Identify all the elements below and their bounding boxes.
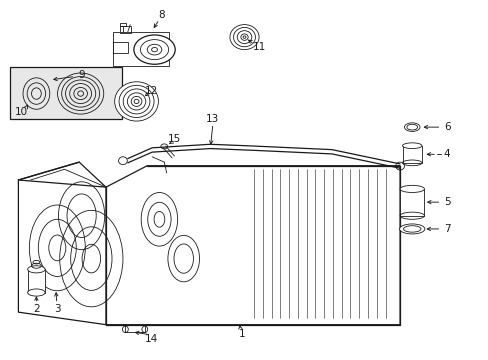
Text: 8: 8 [158, 10, 165, 19]
Text: 9: 9 [78, 70, 85, 80]
Text: 15: 15 [167, 134, 180, 144]
Text: 2: 2 [33, 303, 40, 314]
Ellipse shape [23, 78, 50, 109]
Ellipse shape [399, 224, 424, 234]
Ellipse shape [74, 87, 87, 100]
Text: 7: 7 [443, 224, 449, 234]
Text: 10: 10 [15, 107, 28, 117]
Text: 5: 5 [443, 197, 449, 207]
Ellipse shape [404, 123, 419, 131]
Bar [399, 189, 424, 216]
Polygon shape [19, 180, 106, 325]
Text: 13: 13 [206, 113, 219, 123]
Ellipse shape [61, 77, 100, 111]
Ellipse shape [31, 88, 41, 99]
Ellipse shape [402, 143, 421, 149]
Text: 4: 4 [443, 149, 449, 159]
Bar [113, 42, 127, 53]
Bar [120, 23, 125, 26]
Ellipse shape [27, 83, 45, 104]
Ellipse shape [70, 84, 91, 104]
Text: 12: 12 [144, 86, 158, 96]
Bar [10, 67, 122, 119]
Text: 14: 14 [144, 334, 158, 344]
Ellipse shape [399, 185, 424, 193]
Text: 11: 11 [252, 42, 265, 52]
Ellipse shape [115, 82, 158, 121]
Ellipse shape [134, 35, 175, 64]
Ellipse shape [28, 289, 45, 296]
Ellipse shape [58, 73, 103, 114]
Bar [113, 32, 169, 66]
Bar [402, 146, 421, 163]
Bar [120, 26, 130, 33]
Ellipse shape [28, 266, 45, 273]
Ellipse shape [65, 80, 96, 107]
Ellipse shape [229, 24, 259, 50]
Bar [28, 269, 45, 293]
Text: 3: 3 [54, 303, 61, 314]
Text: 6: 6 [443, 122, 449, 132]
Text: 1: 1 [238, 329, 245, 339]
Ellipse shape [78, 91, 83, 96]
